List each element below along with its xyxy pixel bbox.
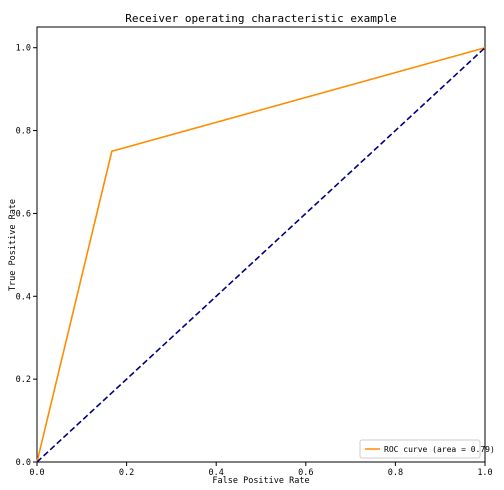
x-tick-label: 0.6 bbox=[298, 468, 313, 478]
series-layer bbox=[36, 46, 486, 463]
y-tick-label: 1.0 bbox=[16, 44, 31, 54]
legend-box bbox=[359, 439, 481, 459]
x-tick-label: 0.8 bbox=[388, 468, 403, 478]
legend: ROC curve (area = 0.79) bbox=[359, 439, 495, 459]
y-tick-label: 0.6 bbox=[16, 209, 31, 219]
y-tick-label: 0.4 bbox=[16, 292, 31, 302]
x-tick-label: 0.4 bbox=[209, 468, 224, 478]
x-tick-label: 0.2 bbox=[119, 468, 134, 478]
chart-title: Receiver operating characteristic exampl… bbox=[125, 12, 397, 25]
y-tick-label: 0.2 bbox=[16, 375, 31, 385]
y-axis-label: True Positive Rate bbox=[8, 199, 18, 291]
legend-entry-label: ROC curve (area = 0.79) bbox=[384, 445, 495, 454]
y-tick-label: 0.8 bbox=[16, 127, 31, 137]
y-tick-label: 0.0 bbox=[16, 458, 31, 468]
x-tick-label: 1.0 bbox=[477, 468, 492, 478]
x-tick-label: 0.0 bbox=[29, 468, 44, 478]
plot-frame bbox=[36, 26, 486, 463]
plot-area bbox=[36, 26, 486, 463]
roc-curve-line bbox=[36, 46, 486, 463]
y-axis: 0.0 0.2 0.4 0.6 0.8 1.0 bbox=[16, 44, 37, 468]
x-axis-label: False Positive Rate bbox=[212, 476, 309, 486]
chance-diagonal-line bbox=[36, 47, 486, 463]
x-axis: 0.0 0.2 0.4 0.6 0.8 1.0 bbox=[29, 462, 493, 478]
